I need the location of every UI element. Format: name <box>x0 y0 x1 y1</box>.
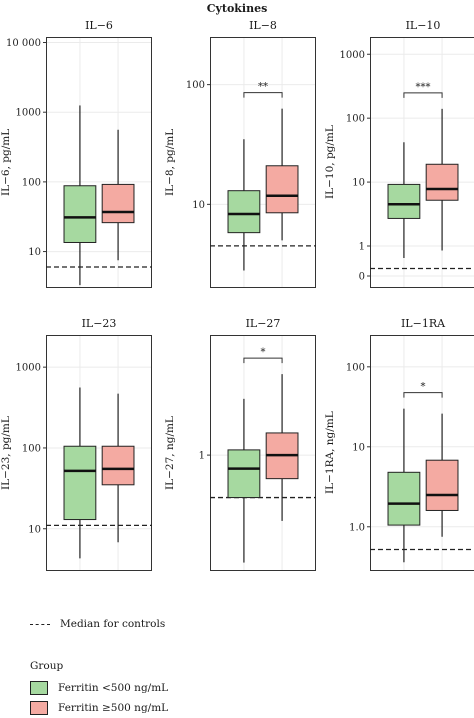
panel-title: IL−10 <box>370 19 474 32</box>
y-tick-label: 10 000 <box>6 38 41 49</box>
legend-item-high-ferritin: Ferritin ≥500 ng/mL <box>30 698 168 718</box>
y-axis-label: IL−6, pg/mL <box>0 129 12 196</box>
panel-title: IL−1RA <box>370 317 474 330</box>
y-tick-label: 100 <box>346 362 365 373</box>
legend-item-label: Ferritin <500 ng/mL <box>58 682 168 694</box>
y-tick-label: 100 <box>22 443 41 454</box>
significance-label: * <box>421 382 426 393</box>
y-tick-label: 1 <box>199 451 205 462</box>
y-tick-label: 1000 <box>16 108 41 119</box>
box-iqr <box>388 184 420 218</box>
legend-controls: Median for controls <box>30 618 165 630</box>
y-tick-label: 100 <box>22 177 41 188</box>
legend-controls-label: Median for controls <box>60 618 165 630</box>
y-tick-label: 1000 <box>16 363 41 374</box>
box-iqr <box>426 164 458 200</box>
significance-label: ** <box>258 82 268 93</box>
green-swatch-icon <box>30 681 48 695</box>
legend-group: Group Ferritin <500 ng/mL Ferritin ≥500 … <box>30 660 168 718</box>
y-tick-label: 10 <box>352 442 365 453</box>
significance-label: *** <box>416 82 431 93</box>
significance-bracket <box>404 93 442 98</box>
y-tick-label: 100 <box>186 80 205 91</box>
y-tick-label: 10 <box>192 200 205 211</box>
legend-item-label: Ferritin ≥500 ng/mL <box>58 702 168 714</box>
figure-title: Cytokines <box>0 2 474 15</box>
panel-frame <box>371 38 474 288</box>
box-iqr <box>388 472 420 525</box>
y-tick-label: 1000 <box>340 50 365 61</box>
y-tick-label: 0 <box>359 272 365 283</box>
y-tick-label: 1.0 <box>349 522 365 533</box>
y-tick-label: 10 <box>352 178 365 189</box>
panel-frame <box>47 336 152 571</box>
box-iqr <box>64 446 96 519</box>
y-axis-label: IL−27, ng/mL <box>164 416 176 490</box>
box-iqr <box>266 166 298 213</box>
y-axis-label: IL−10, pg/mL <box>324 126 336 200</box>
y-tick-label: 100 <box>346 114 365 125</box>
red-swatch-icon <box>30 701 48 715</box>
y-tick-label: 1 <box>359 242 365 253</box>
y-axis-label: IL−1RA, ng/mL <box>324 412 336 495</box>
panel-title: IL−6 <box>46 19 152 32</box>
significance-bracket <box>244 358 282 363</box>
dashed-line-icon <box>30 624 50 625</box>
box-iqr <box>426 460 458 510</box>
box-plot-panel: 1* <box>210 335 316 571</box>
significance-label: * <box>261 347 266 358</box>
box-iqr <box>64 186 96 243</box>
y-axis-label: IL−23, pg/mL <box>0 416 12 490</box>
significance-bracket <box>404 393 442 398</box>
panel-frame <box>211 38 316 288</box>
panel-title: IL−8 <box>210 19 316 32</box>
panel-frame <box>371 336 474 571</box>
legend-group-title: Group <box>30 660 168 672</box>
box-iqr <box>102 184 134 222</box>
box-iqr <box>102 446 134 485</box>
panel-frame <box>211 336 316 571</box>
significance-bracket <box>244 93 282 98</box>
panel-title: IL−27 <box>210 317 316 330</box>
panel-title: IL−23 <box>46 317 152 330</box>
y-tick-label: 10 <box>28 524 41 535</box>
box-iqr <box>228 191 260 233</box>
legend-item-low-ferritin: Ferritin <500 ng/mL <box>30 678 168 698</box>
box-iqr <box>228 450 260 498</box>
panel-frame <box>47 38 152 288</box>
y-tick-label: 10 <box>28 247 41 258</box>
y-axis-label: IL−8, pg/mL <box>164 129 176 196</box>
